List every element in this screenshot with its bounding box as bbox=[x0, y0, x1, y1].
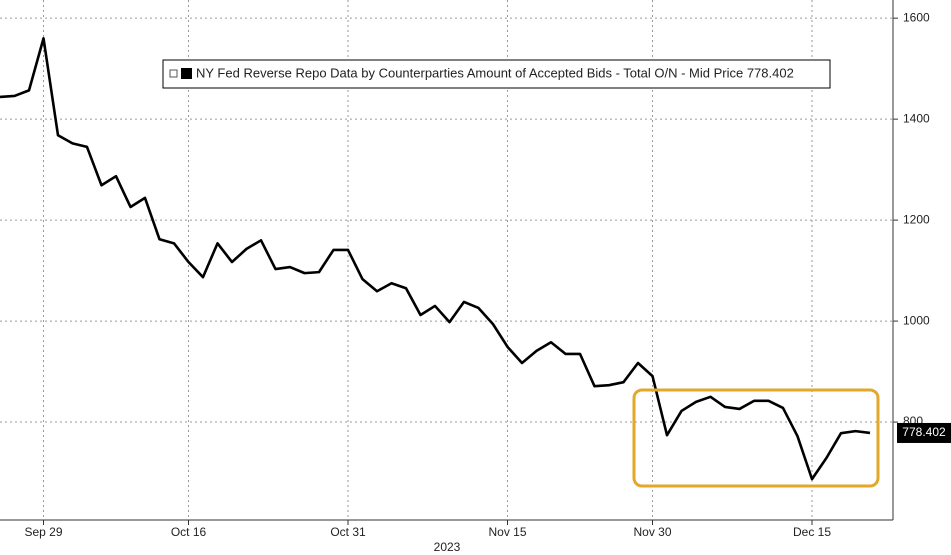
y-tick-label: 1400 bbox=[903, 111, 930, 125]
legend-swatch bbox=[181, 68, 192, 79]
y-tick-label: 1000 bbox=[903, 313, 930, 327]
highlight-box bbox=[632, 388, 880, 488]
x-tick-label: Sep 29 bbox=[24, 525, 62, 539]
legend: NY Fed Reverse Repo Data by Counterparti… bbox=[162, 59, 831, 89]
last-value-box bbox=[897, 422, 951, 443]
x-tick-label: Oct 31 bbox=[330, 525, 366, 539]
series-line bbox=[0, 37, 871, 481]
x-tick-label: Dec 15 bbox=[793, 525, 831, 539]
legend-box bbox=[162, 59, 831, 89]
y-tick-label: 1200 bbox=[903, 212, 930, 226]
legend-label: NY Fed Reverse Repo Data by Counterparti… bbox=[196, 65, 794, 80]
x-tick-label: Nov 15 bbox=[488, 525, 526, 539]
marks bbox=[0, 37, 871, 481]
x-axis-label: 2023 bbox=[434, 540, 461, 554]
x-tick-label: Oct 16 bbox=[171, 525, 207, 539]
legend-toggle[interactable] bbox=[169, 69, 178, 78]
last-value-label: 778.402 bbox=[902, 425, 946, 439]
y-tick-label: 1600 bbox=[903, 10, 930, 24]
x-tick-label: Nov 30 bbox=[633, 525, 671, 539]
